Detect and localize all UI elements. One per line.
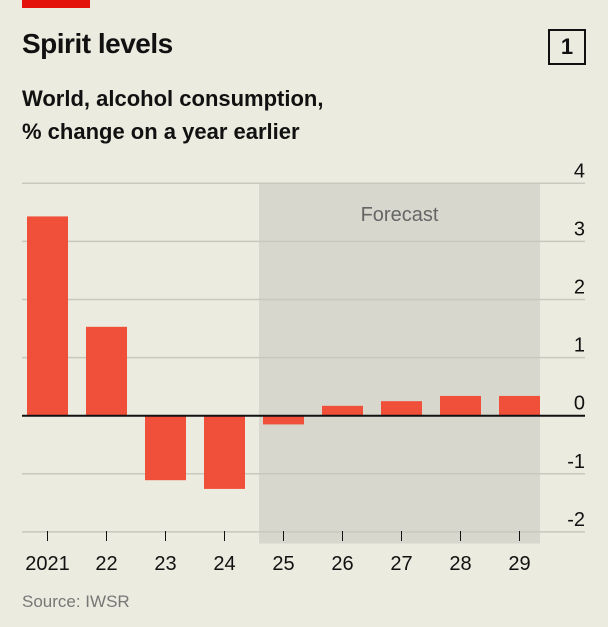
y-tick-label: 1: [574, 335, 585, 357]
y-tick-label: -1: [567, 451, 585, 473]
y-tick-label: -2: [567, 509, 585, 531]
x-tick-label: 24: [213, 553, 235, 575]
x-tick-label: 23: [154, 553, 176, 575]
y-tick-label: 0: [574, 393, 585, 415]
bar-24: [204, 415, 245, 489]
forecast-shade: [259, 183, 540, 544]
bar-25: [263, 415, 304, 425]
y-tick-label: 4: [574, 160, 585, 182]
x-tick-label: 22: [95, 553, 117, 575]
x-tick-label: 25: [272, 553, 294, 575]
chart-number: 1: [548, 29, 586, 65]
chart-title: Spirit levels: [22, 28, 173, 59]
bar-23: [145, 415, 186, 481]
y-tick-label: 3: [574, 218, 585, 240]
subtitle-line-2: % change on a year earlier: [22, 119, 300, 144]
subtitle-line-1: World, alcohol consumption,: [22, 86, 324, 111]
bar-28: [440, 395, 481, 416]
brand-tag: [22, 0, 90, 8]
bar-26: [322, 405, 363, 416]
chart-subtitle: World, alcohol consumption, % change on …: [22, 82, 442, 148]
source-note: Source: IWSR: [22, 592, 130, 611]
x-tick-label: 2021: [25, 553, 70, 575]
bar-22: [86, 326, 127, 416]
bar-29: [499, 395, 540, 416]
x-tick-label: 27: [390, 553, 412, 575]
bar-27: [381, 401, 422, 416]
y-tick-label: 2: [574, 277, 585, 299]
x-tick-label: 28: [449, 553, 471, 575]
x-tick-label: 26: [331, 553, 353, 575]
x-tick-label: 29: [508, 553, 530, 575]
bar-2021: [27, 216, 68, 416]
forecast-label: Forecast: [361, 204, 439, 226]
